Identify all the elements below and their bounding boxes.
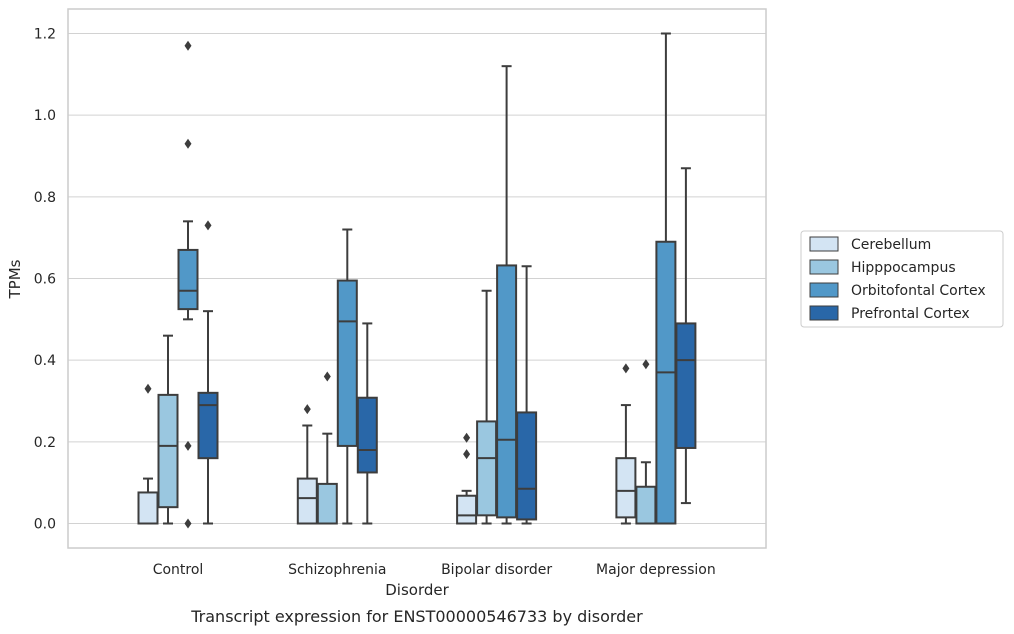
box-body — [635, 485, 657, 525]
box-cerebellum-1 — [296, 404, 318, 525]
x-tick-labels: Control Schizophrenia Bipolar disorder Majo… — [153, 562, 716, 578]
box-body — [615, 457, 637, 519]
box-prefrontal-cortex-1 — [356, 322, 378, 525]
outlier-point — [144, 383, 152, 394]
box-body — [316, 482, 338, 525]
legend-item-orbitofontal-cortex: Orbitofontal Cortex — [809, 282, 986, 299]
box-body — [336, 279, 358, 447]
box-prefrontal-cortex-0 — [197, 220, 219, 525]
outlier-point — [184, 40, 192, 51]
y-tick-labels: 0.0 0.2 0.4 0.6 0.8 1.0 1.2 — [34, 27, 56, 533]
box-body — [137, 491, 159, 525]
y-tick-label: 0.2 — [34, 435, 56, 451]
box-body — [456, 494, 478, 525]
box-body — [177, 248, 199, 311]
box-body — [655, 240, 677, 525]
box-cerebellum-3 — [615, 363, 637, 525]
outlier-point — [184, 440, 192, 451]
box-hipppocampus-1 — [316, 371, 338, 525]
x-tick-label: Control — [153, 562, 204, 578]
chart-caption: Transcript expression for ENST0000054673… — [190, 607, 643, 626]
y-axis-label: TPMs — [6, 259, 24, 299]
box-prefrontal-cortex-2 — [516, 265, 538, 525]
outlier-point — [622, 363, 630, 374]
box-orbitofontal-cortex-3 — [655, 32, 677, 525]
box-orbitofontal-cortex-0 — [177, 40, 199, 529]
y-tick-label: 0.6 — [34, 272, 56, 288]
box-body — [296, 477, 318, 525]
box-cerebellum-2 — [456, 432, 478, 525]
legend-swatch — [809, 259, 839, 275]
y-tick-label: 0.0 — [34, 517, 56, 533]
y-tick-label: 0.4 — [34, 353, 56, 369]
legend-swatch — [809, 282, 839, 298]
box-hipppocampus-2 — [476, 289, 498, 525]
box-body — [197, 391, 219, 460]
legend-swatch — [809, 305, 839, 321]
y-tick-label: 0.8 — [34, 190, 56, 206]
boxes — [137, 32, 697, 529]
x-axis-label: Disorder — [385, 581, 449, 599]
legend-item-cerebellum: Cerebellum — [809, 236, 931, 253]
legend: Cerebellum Hipppocampus Orbitofontal Corte… — [800, 230, 1004, 328]
outlier-point — [303, 404, 311, 415]
plot-frame — [67, 8, 767, 549]
outlier-point — [323, 371, 331, 382]
box-orbitofontal-cortex-1 — [336, 228, 358, 525]
box-body — [356, 396, 378, 474]
legend-swatch — [809, 236, 839, 252]
box-body — [476, 420, 498, 517]
box-body — [675, 322, 697, 449]
box-orbitofontal-cortex-2 — [496, 65, 518, 525]
legend-item-hipppocampus: Hipppocampus — [809, 259, 956, 276]
box-body — [516, 411, 538, 521]
box-cerebellum-0 — [137, 383, 159, 525]
box-hipppocampus-0 — [157, 334, 179, 525]
y-tick-label: 1.0 — [34, 108, 56, 124]
legend-label: Hipppocampus — [851, 260, 956, 276]
outlier-point — [642, 359, 650, 370]
box-body — [496, 264, 518, 519]
y-tick-label: 1.2 — [34, 27, 56, 43]
outlier-point — [204, 220, 212, 231]
box-hipppocampus-3 — [635, 359, 657, 525]
x-tick-label: Bipolar disorder — [441, 562, 552, 578]
outlier-point — [184, 518, 192, 529]
outlier-point — [463, 432, 471, 443]
legend-label: Orbitofontal Cortex — [851, 283, 986, 299]
x-tick-label: Schizophrenia — [288, 562, 386, 578]
box-prefrontal-cortex-3 — [675, 167, 697, 505]
legend-label: Prefrontal Cortex — [851, 306, 970, 322]
box-body — [157, 393, 179, 509]
outlier-point — [184, 138, 192, 149]
outlier-point — [463, 449, 471, 460]
x-tick-label: Major depression — [596, 562, 716, 578]
legend-item-prefrontal-cortex: Prefrontal Cortex — [809, 305, 970, 322]
legend-frame — [800, 230, 1004, 328]
legend-label: Cerebellum — [851, 237, 931, 253]
